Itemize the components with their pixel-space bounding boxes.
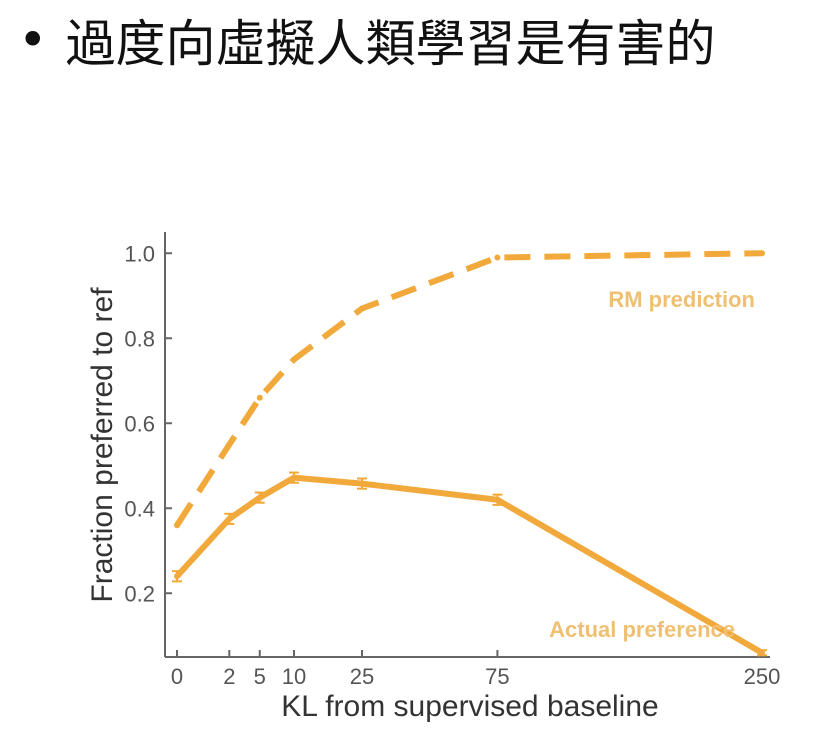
data-point: [226, 441, 233, 448]
x-tick-label: 75: [485, 664, 509, 689]
label-actual-preference: Actual preference: [549, 617, 735, 642]
x-tick-label: 250: [744, 664, 781, 689]
y-tick-label: 0.4: [124, 496, 155, 521]
bullet-marker: •: [18, 11, 48, 69]
y-tick-label: 0.8: [124, 326, 155, 351]
chart-series: [172, 250, 767, 657]
y-tick-label: 1.0: [124, 241, 155, 266]
x-tick-label: 10: [282, 664, 306, 689]
slide-title: • 過度向虛擬人類學習是有害的: [18, 0, 716, 80]
data-point: [358, 305, 365, 312]
chart-axes: 0.2 0.4 0.6 0.8 1.0 0 2 5 10 25 75 250: [124, 232, 780, 689]
data-point: [494, 254, 501, 261]
y-tick-label: 0.6: [124, 411, 155, 436]
x-tick-label: 0: [171, 664, 183, 689]
chart-labels: KL from supervised baseline Fraction pref…: [86, 287, 755, 723]
data-point: [174, 522, 180, 529]
y-axis-title: Fraction preferred to ref: [86, 287, 119, 603]
data-point: [759, 250, 765, 257]
x-axis-title: KL from supervised baseline: [281, 690, 658, 723]
data-point: [291, 356, 297, 363]
x-tick-label: 25: [350, 664, 374, 689]
data-point: [256, 394, 263, 401]
slide-title-text: 過度向虛擬人類學習是有害的: [65, 15, 716, 73]
x-tick-label: 2: [223, 664, 235, 689]
label-rm-prediction: RM prediction: [608, 287, 755, 312]
y-tick-label: 0.2: [124, 581, 155, 606]
x-tick-label: 5: [254, 664, 266, 689]
